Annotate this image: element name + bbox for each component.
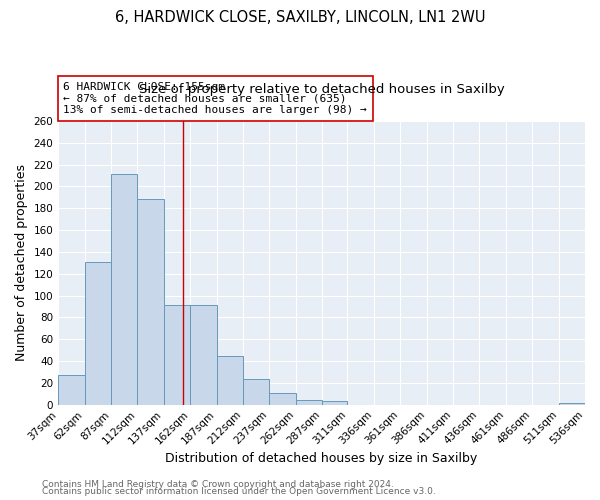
Title: Size of property relative to detached houses in Saxilby: Size of property relative to detached ho… <box>139 83 505 96</box>
Bar <box>559 402 585 404</box>
X-axis label: Distribution of detached houses by size in Saxilby: Distribution of detached houses by size … <box>166 452 478 465</box>
Bar <box>58 376 85 404</box>
Text: 6 HARDWICK CLOSE: 155sqm
← 87% of detached houses are smaller (635)
13% of semi-: 6 HARDWICK CLOSE: 155sqm ← 87% of detach… <box>64 82 367 115</box>
Text: 6, HARDWICK CLOSE, SAXILBY, LINCOLN, LN1 2WU: 6, HARDWICK CLOSE, SAXILBY, LINCOLN, LN1… <box>115 10 485 25</box>
Bar <box>137 200 164 404</box>
Text: Contains public sector information licensed under the Open Government Licence v3: Contains public sector information licen… <box>42 487 436 496</box>
Text: Contains HM Land Registry data © Crown copyright and database right 2024.: Contains HM Land Registry data © Crown c… <box>42 480 394 489</box>
Bar <box>164 306 190 404</box>
Bar <box>190 306 217 404</box>
Bar <box>111 174 137 404</box>
Bar <box>217 356 243 405</box>
Bar <box>243 378 269 404</box>
Y-axis label: Number of detached properties: Number of detached properties <box>15 164 28 362</box>
Bar <box>85 262 111 404</box>
Bar <box>296 400 322 404</box>
Bar <box>269 392 296 404</box>
Bar <box>322 402 347 404</box>
